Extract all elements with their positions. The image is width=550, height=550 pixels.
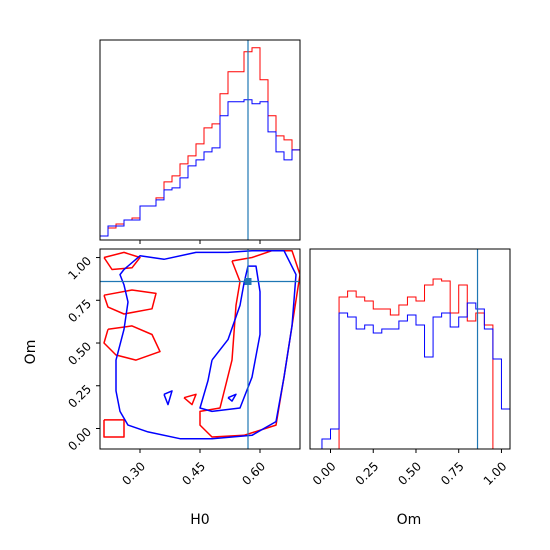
contour-blue-2 [163, 390, 173, 406]
y-tick-label-om-4: 1.00 [65, 254, 94, 283]
h0-om-contour-panel: 0.30 0.45 0.60 0.00 0.25 0.50 0.75 1.00 [65, 248, 301, 488]
x-tick-label-h0-2: 0.60 [239, 459, 268, 488]
h0-histogram-frame [99, 39, 301, 241]
contour-blue-3 [227, 393, 237, 402]
contour-red-2 [103, 325, 161, 361]
contour-blue-0 [115, 249, 297, 440]
contour-lines [103, 249, 300, 440]
x-tick-label-om-4: 1.00 [481, 459, 510, 488]
x-tick-label-om-2: 0.50 [395, 459, 424, 488]
x-tick-label-h0-0: 0.30 [119, 459, 148, 488]
y-tick-label-om-0: 0.00 [65, 425, 94, 454]
y-tick-label-om-2: 0.50 [65, 339, 94, 368]
y-axis-label-om: Om [23, 340, 39, 365]
y-tick-label-om-3: 0.75 [65, 297, 94, 326]
contour-red-5 [183, 393, 197, 406]
h0-histogram-panel [99, 39, 301, 244]
x-tick-label-om-0: 0.00 [310, 459, 339, 488]
x-tick-label-h0-1: 0.45 [179, 459, 208, 488]
h0-histogram-red-step [99, 47, 301, 240]
om-histogram-red-step [313, 278, 510, 450]
om-histogram-frame [309, 248, 511, 450]
contour-red-0 [103, 251, 141, 271]
contour-red-1 [103, 289, 157, 315]
om-histogram-blue-step [313, 302, 511, 450]
h0-histogram-blue-step [99, 99, 301, 240]
x-axis-label-om: Om [397, 512, 422, 528]
contour-blue-1 [199, 265, 261, 413]
x-tick-label-om-1: 0.25 [353, 459, 382, 488]
truth-marker [244, 277, 252, 285]
x-axis-label-h0: H0 [190, 512, 209, 528]
contour-red-3 [103, 419, 125, 438]
om-histogram-panel: 0.00 0.25 0.50 0.75 1.00 [309, 248, 511, 488]
y-tick-label-om-1: 0.25 [65, 382, 94, 411]
x-tick-label-om-3: 0.75 [438, 459, 467, 488]
